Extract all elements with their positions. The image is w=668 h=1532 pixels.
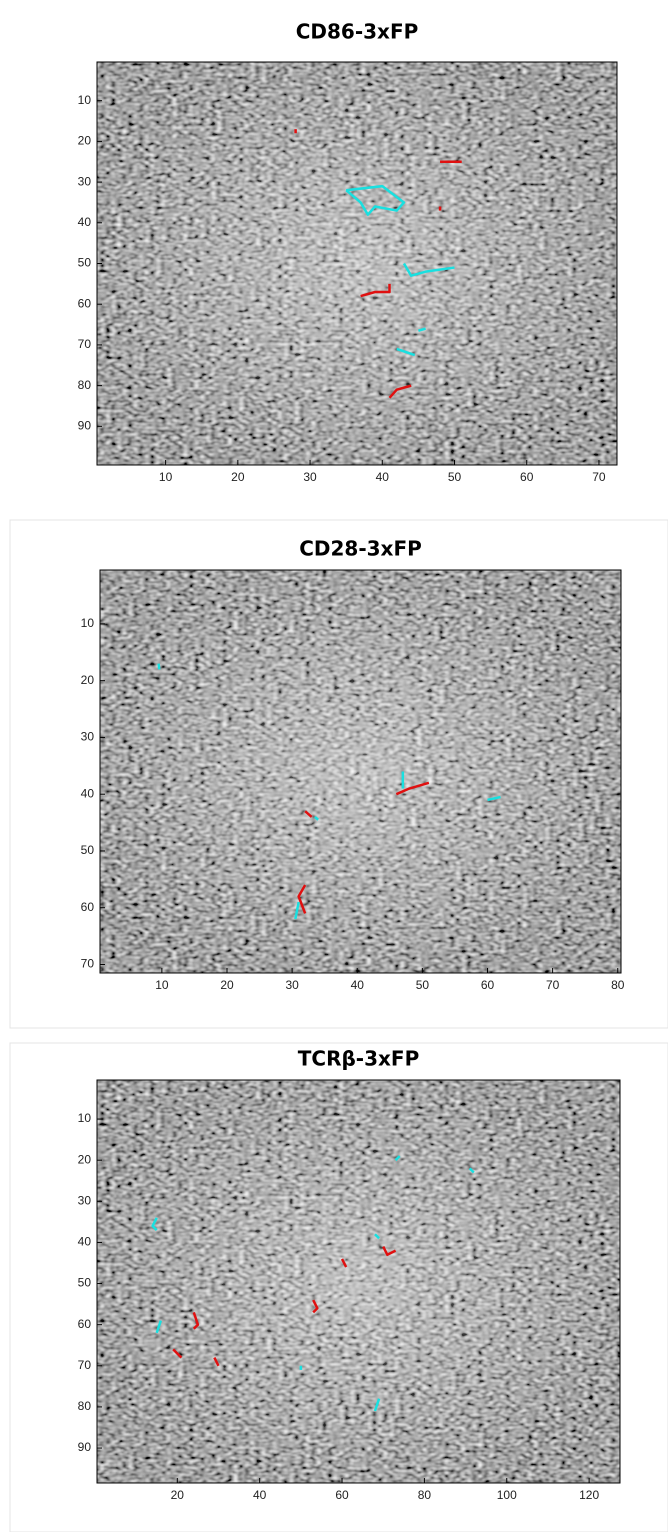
y-tick-label: 60 — [81, 900, 95, 914]
axes-box — [96, 1079, 621, 1484]
x-tick-label: 100 — [497, 1488, 517, 1502]
panel-frame — [9, 1042, 668, 1532]
y-tick-label: 20 — [78, 1152, 92, 1166]
y-tick-label: 40 — [78, 215, 92, 229]
x-tick-label: 60 — [520, 470, 534, 484]
track — [294, 901, 300, 920]
y-tick-label: 80 — [78, 378, 92, 392]
track — [345, 184, 406, 216]
image-glow — [97, 1080, 620, 1483]
y-tick-label: 60 — [78, 296, 92, 310]
y-tick-label: 10 — [81, 616, 95, 630]
track — [374, 1233, 380, 1240]
track — [151, 1217, 158, 1231]
x-tick-label: 70 — [546, 978, 560, 992]
y-tick-label: 30 — [81, 730, 95, 744]
panel-frame — [9, 519, 668, 1029]
track — [155, 1320, 163, 1334]
x-tick-label: 80 — [611, 978, 625, 992]
y-tick-label: 50 — [78, 256, 92, 270]
x-tick-label: 20 — [231, 470, 245, 484]
y-tick-label: 10 — [78, 1111, 92, 1125]
y-tick-label: 90 — [78, 419, 92, 433]
track — [213, 1357, 220, 1367]
x-tick-label: 20 — [220, 978, 234, 992]
track — [418, 327, 426, 332]
track — [297, 884, 307, 914]
axes-box — [99, 569, 622, 974]
chart-title: CD86-3xFP — [296, 20, 419, 44]
x-tick-label: 80 — [418, 1488, 432, 1502]
y-tick-label: 80 — [78, 1399, 92, 1413]
x-tick-label: 50 — [448, 470, 462, 484]
x-tick-label: 40 — [351, 978, 365, 992]
y-tick-label: 60 — [78, 1317, 92, 1331]
image-glow — [100, 570, 621, 973]
x-tick-label: 30 — [285, 978, 299, 992]
track — [468, 1167, 475, 1174]
track — [487, 795, 501, 802]
chart-title: CD28-3xFP — [299, 537, 422, 561]
x-tick-label: 20 — [171, 1488, 185, 1502]
track — [314, 815, 319, 821]
track — [402, 262, 455, 277]
y-tick-label: 50 — [78, 1276, 92, 1290]
track — [157, 663, 161, 670]
track — [192, 1311, 200, 1330]
y-tick-label: 70 — [78, 337, 92, 351]
x-tick-label: 60 — [335, 1488, 349, 1502]
track — [360, 283, 391, 298]
x-tick-label: 70 — [592, 470, 606, 484]
y-tick-label: 10 — [78, 93, 92, 107]
x-tick-label: 30 — [303, 470, 317, 484]
x-tick-label: 10 — [159, 470, 173, 484]
y-tick-label: 20 — [81, 673, 95, 687]
track — [312, 1299, 319, 1314]
track — [388, 384, 412, 399]
y-tick-label: 40 — [78, 1235, 92, 1249]
x-tick-label: 40 — [376, 470, 390, 484]
y-tick-label: 20 — [78, 134, 92, 148]
y-tick-label: 50 — [81, 843, 95, 857]
x-tick-label: 50 — [416, 978, 430, 992]
track — [382, 1245, 397, 1257]
y-tick-label: 30 — [78, 174, 92, 188]
x-tick-label: 60 — [481, 978, 495, 992]
y-tick-label: 30 — [78, 1193, 92, 1207]
y-tick-label: 90 — [78, 1440, 92, 1454]
track — [396, 347, 416, 357]
track — [340, 1258, 348, 1268]
track — [394, 1155, 401, 1162]
chart-title: TCRβ-3xFP — [298, 1047, 419, 1071]
y-tick-label: 70 — [81, 957, 95, 971]
y-tick-label: 40 — [81, 786, 95, 800]
track — [172, 1348, 183, 1359]
image-glow — [97, 62, 617, 465]
x-tick-label: 10 — [155, 978, 169, 992]
track — [395, 781, 430, 796]
track — [373, 1398, 381, 1412]
x-tick-label: 120 — [579, 1488, 599, 1502]
y-tick-label: 70 — [78, 1358, 92, 1372]
x-tick-label: 40 — [253, 1488, 267, 1502]
track — [304, 810, 313, 818]
